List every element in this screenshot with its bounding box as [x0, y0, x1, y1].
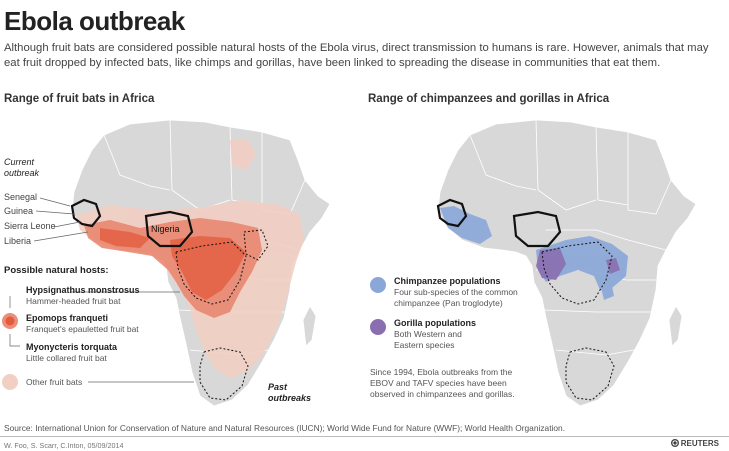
reuters-dot-icon	[670, 439, 679, 447]
country-sierra-leone: Sierra Leone	[4, 221, 56, 231]
epomops-swatch-inner	[5, 316, 15, 326]
other-bats-label: Other fruit bats	[26, 377, 83, 387]
past-outbreaks-label: Past outbreaks	[268, 382, 312, 403]
current-outbreak-outlines	[70, 198, 194, 248]
other-bats-swatch	[2, 374, 18, 390]
gorilla-legend-desc1: Both Western and	[394, 329, 462, 339]
reuters-logo-text: REUTERS	[680, 439, 719, 448]
possible-hosts-title: Possible natural hosts:	[4, 265, 109, 276]
apes-map-title: Range of chimpanzees and gorillas in Afr…	[368, 93, 610, 105]
gorilla-swatch	[370, 319, 386, 335]
footer-divider	[0, 436, 729, 437]
country-senegal: Senegal	[4, 192, 38, 202]
chimp-legend-name: Chimpanzee populations	[394, 276, 501, 286]
page-subtitle: Although fruit bats are considered possi…	[4, 42, 709, 69]
current-outbreak-outlines-right	[436, 198, 562, 248]
gorilla-legend-name: Gorilla populations	[394, 318, 477, 328]
footer-source: Source: International Union for Conserva…	[4, 423, 566, 433]
species-epomops-common: Franquet's epauletted fruit bat	[26, 324, 139, 334]
country-liberia: Liberia	[4, 236, 32, 246]
gorilla-range	[536, 248, 620, 280]
chimp-legend-desc2: chimpanzee (Pan troglodyte)	[394, 298, 503, 308]
chimp-swatch	[370, 277, 386, 293]
species-myonycteris-name: Myonycteris torquata	[26, 342, 118, 352]
reuters-logo: REUTERS	[670, 439, 719, 448]
past-outbreak-outlines	[175, 229, 269, 401]
species-myonycteris-common: Little collared fruit bat	[26, 353, 107, 363]
current-outbreak-label: Current outbreak	[4, 157, 40, 178]
bats-map-title: Range of fruit bats in Africa	[4, 93, 155, 105]
bats-core-range	[100, 228, 246, 300]
footer-credit: W. Foo, S. Scarr, C.Inton, 05/09/2014	[4, 441, 124, 450]
ebola-note-line3: observed in chimpanzees and gorillas.	[370, 389, 515, 399]
species-hypsignathus-common: Hammer-headed fruit bat	[26, 296, 121, 306]
gorilla-legend-desc2: Eastern species	[394, 340, 455, 350]
species-epomops-name: Epomops franqueti	[26, 313, 109, 323]
country-guinea: Guinea	[4, 206, 34, 216]
chimp-legend-desc1: Four sub-species of the common	[394, 287, 518, 297]
ebola-note-line1: Since 1994, Ebola outbreaks from the	[370, 367, 513, 377]
past-outbreak-outlines-right	[541, 241, 615, 401]
page-title: Ebola outbreak	[4, 6, 185, 36]
species-hypsignathus-name: Hypsignathus monstrosus	[26, 285, 140, 295]
country-nigeria: Nigeria	[151, 224, 180, 234]
ebola-note-line2: EBOV and TAFV species have been	[370, 378, 507, 388]
